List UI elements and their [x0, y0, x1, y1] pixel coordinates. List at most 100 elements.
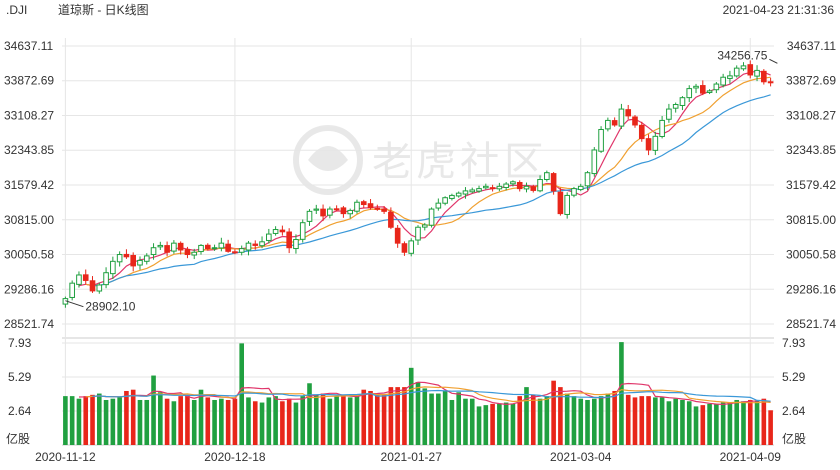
- volume-ma-long-line: [92, 389, 771, 402]
- price-tick-label: 30050.58: [4, 248, 54, 262]
- candle: [333, 205, 340, 212]
- candle: [659, 115, 665, 139]
- candle: [232, 249, 238, 255]
- volume-bar: [327, 398, 333, 445]
- high-annotation-leader: [769, 58, 778, 64]
- volume-bar: [571, 396, 577, 445]
- candle: [469, 187, 476, 194]
- candle: [442, 196, 448, 206]
- price-tick-label-right: 28521.74: [786, 317, 836, 331]
- volume-ma-lines: [78, 381, 771, 406]
- high-annotation-label: 34256.75: [717, 48, 767, 62]
- volume-bar: [463, 398, 468, 445]
- price-tick-label-right: 33872.69: [786, 74, 836, 88]
- candlesticks: [62, 60, 774, 308]
- candle: [347, 208, 353, 219]
- volume-bar: [490, 403, 495, 445]
- volume-bar: [402, 387, 407, 445]
- volume-bar: [707, 403, 712, 445]
- volume-bar: [212, 399, 217, 445]
- candle: [103, 267, 109, 289]
- volume-bar: [130, 389, 136, 445]
- candle: [259, 236, 265, 249]
- candle: [516, 180, 523, 192]
- candle: [577, 183, 584, 192]
- candle: [544, 170, 550, 182]
- volume-bar: [341, 394, 346, 445]
- candle: [455, 191, 462, 198]
- volume-bar: [747, 399, 753, 445]
- candle: [137, 256, 143, 270]
- volume-bar: [259, 402, 265, 445]
- volume-bar: [368, 390, 373, 445]
- candle: [747, 60, 754, 79]
- watermark: 老虎社区: [293, 125, 544, 195]
- price-tick-label-right: 31579.42: [786, 178, 836, 192]
- watermark-logo: [293, 125, 363, 195]
- volume-bar: [564, 393, 570, 445]
- date-tick-label: 2021-04-09: [720, 450, 782, 464]
- volume-bar: [381, 394, 387, 445]
- volume-bar: [585, 399, 590, 445]
- candle: [720, 73, 726, 88]
- date-axis: 2020-11-12 2020-12-18 2021-01-27 2021-03-04…: [35, 450, 781, 464]
- candle: [483, 183, 489, 190]
- volume-bar: [273, 396, 278, 445]
- volume-bar: [429, 393, 434, 445]
- volume-bar: [605, 393, 611, 445]
- volume-bar: [347, 397, 353, 445]
- candle: [340, 205, 347, 218]
- price-axis-right: 34637.11 33872.69 33108.27 32343.85 31579.42…: [782, 39, 836, 446]
- volume-bar: [408, 367, 414, 445]
- candle: [286, 228, 292, 254]
- volume-bar: [266, 397, 272, 445]
- volume-bar: [375, 393, 380, 445]
- volume-bar: [300, 396, 306, 445]
- volume-bar: [680, 399, 685, 445]
- candle: [82, 269, 89, 285]
- candle: [374, 204, 381, 211]
- volume-bar: [761, 398, 767, 445]
- candle: [408, 238, 415, 257]
- volume-bar: [632, 397, 638, 445]
- candle: [686, 85, 693, 103]
- volume-bar: [185, 394, 190, 445]
- price-tick-label: 33872.69: [4, 74, 54, 88]
- price-tick-label: 33108.27: [4, 108, 54, 122]
- candle: [360, 199, 367, 208]
- timestamp: 2021-04-23 21:31:36: [723, 3, 835, 17]
- price-tick-label-right: 33108.27: [786, 108, 836, 122]
- volume-bar: [639, 396, 645, 445]
- volume-unit-label: 亿股: [6, 431, 30, 446]
- volume-bar: [700, 405, 706, 445]
- price-tick-label: 31579.42: [4, 178, 54, 192]
- volume-bar: [551, 380, 556, 445]
- volume-bar: [469, 398, 475, 445]
- candle: [367, 199, 374, 210]
- volume-bar: [537, 398, 543, 445]
- candle: [632, 115, 638, 128]
- volume-bar: [313, 394, 319, 445]
- price-tick-label: 29286.16: [4, 282, 54, 296]
- candle: [171, 240, 177, 254]
- volume-bar: [544, 396, 550, 445]
- volume-bar: [76, 398, 82, 445]
- volume-bar: [307, 383, 312, 445]
- volume-bar: [151, 375, 156, 445]
- volume-bar: [741, 401, 746, 445]
- candle: [211, 244, 218, 251]
- price-tick-label: 34637.11: [4, 39, 53, 53]
- volume-bar: [476, 406, 482, 445]
- date-tick-label: 2020-12-18: [204, 450, 266, 464]
- volume-bar: [388, 387, 394, 445]
- volume-bar: [646, 396, 651, 445]
- volume-bar: [754, 401, 760, 445]
- volume-bar: [198, 389, 204, 445]
- volume-tick-label: 5.29: [8, 370, 32, 384]
- candle: [327, 206, 333, 219]
- candle: [130, 252, 137, 272]
- candle: [733, 65, 740, 78]
- candle: [238, 245, 245, 256]
- candle: [218, 237, 225, 252]
- candle: [571, 186, 577, 198]
